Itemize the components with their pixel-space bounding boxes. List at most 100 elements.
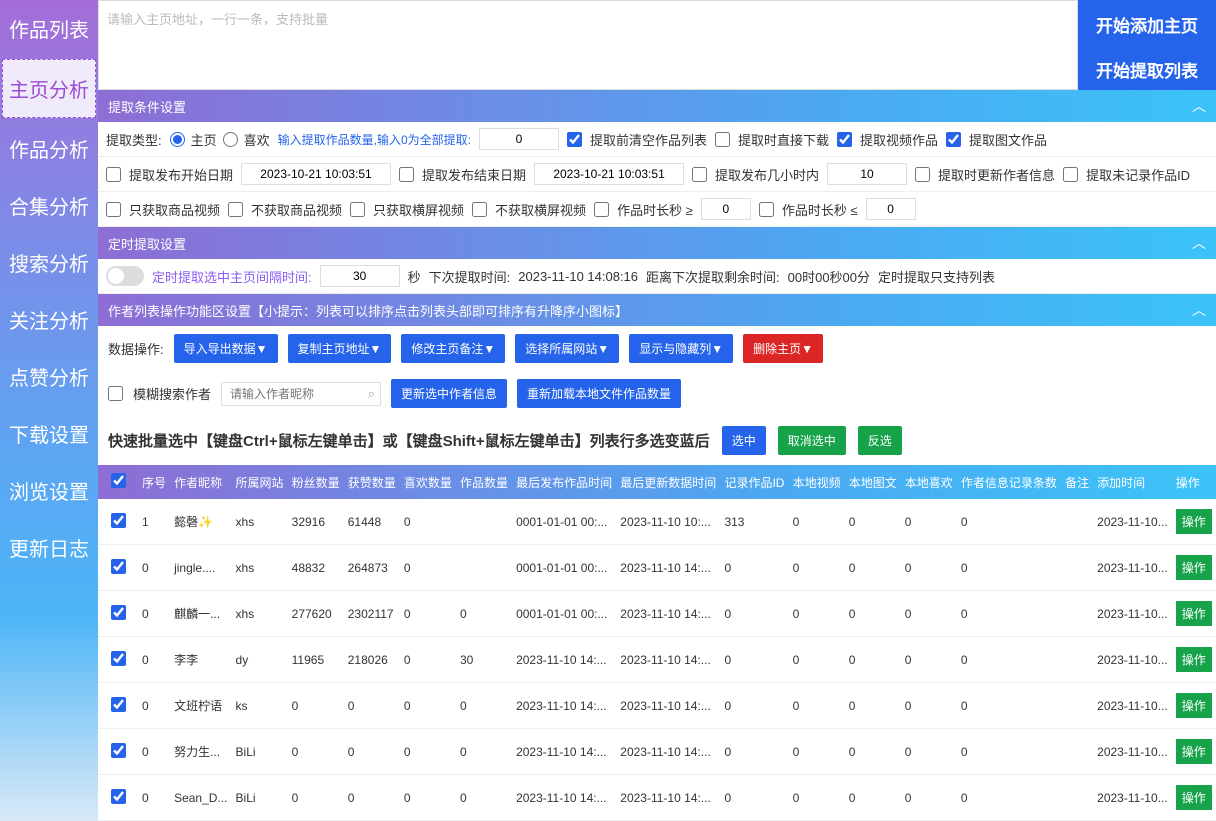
row-op-button[interactable]: 操作 [1176, 509, 1212, 534]
dur-le-input[interactable] [866, 198, 916, 220]
row-op-button[interactable]: 操作 [1176, 785, 1212, 810]
row-op-button[interactable]: 操作 [1176, 739, 1212, 764]
row-op-button[interactable]: 操作 [1176, 693, 1212, 718]
select-button[interactable]: 选中 [722, 426, 766, 455]
url-input[interactable] [98, 0, 1078, 90]
cb-video[interactable] [837, 132, 852, 147]
cb-no-goods[interactable] [228, 202, 243, 217]
site-button[interactable]: 选择所属网站▼ [515, 334, 619, 363]
col-lv[interactable]: 本地视频 [789, 465, 845, 499]
cb-end-date[interactable] [399, 167, 414, 182]
sidebar-item-search[interactable]: 搜索分析 [0, 234, 98, 291]
table-row[interactable]: 0 文班柠语 ks 0 0 0 0 2023-11-10 14:... 2023… [98, 683, 1216, 729]
interval-input[interactable] [320, 265, 400, 287]
collapse-icon[interactable]: ︿ [1192, 96, 1206, 116]
select-all-checkbox[interactable] [111, 473, 126, 488]
sidebar-item-homepage[interactable]: 主页分析 [2, 59, 96, 118]
row-checkbox[interactable] [111, 651, 126, 666]
start-date-input[interactable] [241, 163, 391, 185]
sidebar-item-browse[interactable]: 浏览设置 [0, 462, 98, 519]
cb-update-author[interactable] [915, 167, 930, 182]
collapse-icon[interactable]: ︿ [1192, 233, 1206, 253]
cb-hours[interactable] [692, 167, 707, 182]
row-op-button[interactable]: 操作 [1176, 647, 1212, 672]
cb-download[interactable] [715, 132, 730, 147]
remark-button[interactable]: 修改主页备注▼ [401, 334, 505, 363]
main-panel: 开始添加主页 开始提取列表 提取条件设置 ︿ 提取类型: 主页 喜欢 输入提取作… [98, 0, 1216, 821]
sidebar-item-works[interactable]: 作品列表 [0, 0, 98, 57]
row-checkbox[interactable] [111, 743, 126, 758]
dur-ge-input[interactable] [701, 198, 751, 220]
timer-toggle[interactable] [106, 266, 144, 286]
radio-home[interactable] [170, 132, 185, 147]
count-input[interactable] [479, 128, 559, 150]
cb-fuzzy[interactable] [108, 386, 123, 401]
invert-button[interactable]: 反选 [858, 426, 902, 455]
table-row[interactable]: 1 懿磬✨ xhs 32916 61448 0 0001-01-01 00:..… [98, 499, 1216, 545]
sidebar-item-changelog[interactable]: 更新日志 [0, 519, 98, 576]
col-likes[interactable]: 获赞数量 [344, 465, 400, 499]
row-checkbox[interactable] [111, 605, 126, 620]
io-button[interactable]: 导入导出数据▼ [174, 334, 278, 363]
table-row[interactable]: 0 Sean_D... BiLi 0 0 0 0 2023-11-10 14:.… [98, 775, 1216, 821]
table-row[interactable]: 0 李李 dy 11965 218026 0 30 2023-11-10 14:… [98, 637, 1216, 683]
row-op-button[interactable]: 操作 [1176, 555, 1212, 580]
end-date-input[interactable] [534, 163, 684, 185]
col-site[interactable]: 所属网站 [232, 465, 288, 499]
col-seq[interactable]: 序号 [138, 465, 170, 499]
ops-section-header[interactable]: 作者列表操作功能区设置【小提示：列表可以排序点击列表头部即可排序有升降序小图标】… [98, 294, 1216, 326]
cb-dur-ge[interactable] [594, 202, 609, 217]
col-fav[interactable]: 喜欢数量 [400, 465, 456, 499]
sidebar-item-follow[interactable]: 关注分析 [0, 291, 98, 348]
sidebar-item-collection[interactable]: 合集分析 [0, 177, 98, 234]
cb-start-date[interactable] [106, 167, 121, 182]
col-upd[interactable]: 最后更新数据时间 [616, 465, 720, 499]
col-nick[interactable]: 作者昵称 [170, 465, 231, 499]
radio-like[interactable] [223, 132, 238, 147]
row-checkbox[interactable] [111, 697, 126, 712]
add-homepage-button[interactable]: 开始添加主页 [1078, 0, 1216, 45]
col-fans[interactable]: 粉丝数量 [288, 465, 344, 499]
row-op-button[interactable]: 操作 [1176, 601, 1212, 626]
delete-button[interactable]: 删除主页▼ [743, 334, 823, 363]
cell-lf: 0 [901, 637, 957, 683]
col-rec[interactable]: 记录作品ID [720, 465, 788, 499]
hours-input[interactable] [827, 163, 907, 185]
cell-rec: 0 [720, 729, 788, 775]
collapse-icon[interactable]: ︿ [1192, 300, 1206, 320]
col-add[interactable]: 添加时间 [1093, 465, 1172, 499]
col-rm[interactable]: 备注 [1061, 465, 1093, 499]
cb-only-goods[interactable] [106, 202, 121, 217]
deselect-button[interactable]: 取消选中 [778, 426, 846, 455]
update-selected-button[interactable]: 更新选中作者信息 [391, 379, 507, 408]
cb-clear[interactable] [567, 132, 582, 147]
copy-url-button[interactable]: 复制主页地址▼ [288, 334, 392, 363]
col-lf[interactable]: 本地喜欢 [901, 465, 957, 499]
cb-no-landscape[interactable] [472, 202, 487, 217]
col-works[interactable]: 作品数量 [456, 465, 512, 499]
sidebar-item-work-analysis[interactable]: 作品分析 [0, 120, 98, 177]
sidebar-item-download[interactable]: 下载设置 [0, 405, 98, 462]
reload-button[interactable]: 重新加载本地文件作品数量 [517, 379, 681, 408]
extract-list-button[interactable]: 开始提取列表 [1078, 45, 1216, 90]
cb-only-landscape[interactable] [350, 202, 365, 217]
col-li[interactable]: 本地图文 [845, 465, 901, 499]
col-op[interactable]: 操作 [1172, 465, 1216, 499]
filter-section-header[interactable]: 提取条件设置 ︿ [98, 90, 1216, 122]
row-checkbox[interactable] [111, 559, 126, 574]
cb-dur-le[interactable] [759, 202, 774, 217]
row-checkbox[interactable] [111, 513, 126, 528]
search-input[interactable] [221, 382, 381, 406]
table-row[interactable]: 0 努力生... BiLi 0 0 0 0 2023-11-10 14:... … [98, 729, 1216, 775]
timer-section-header[interactable]: 定时提取设置 ︿ [98, 227, 1216, 259]
col-pub[interactable]: 最后发布作品时间 [512, 465, 616, 499]
cb-unrecorded[interactable] [1063, 167, 1078, 182]
table-row[interactable]: 0 麒麟一... xhs 277620 2302117 0 0 0001-01-… [98, 591, 1216, 637]
table-row[interactable]: 0 jingle.... xhs 48832 264873 0 0001-01-… [98, 545, 1216, 591]
cols-button[interactable]: 显示与隐藏列▼ [629, 334, 733, 363]
cb-image[interactable] [946, 132, 961, 147]
sidebar-item-like[interactable]: 点赞分析 [0, 348, 98, 405]
col-ac[interactable]: 作者信息记录条数 [957, 465, 1061, 499]
search-icon[interactable]: ⌕ [368, 386, 375, 402]
row-checkbox[interactable] [111, 789, 126, 804]
